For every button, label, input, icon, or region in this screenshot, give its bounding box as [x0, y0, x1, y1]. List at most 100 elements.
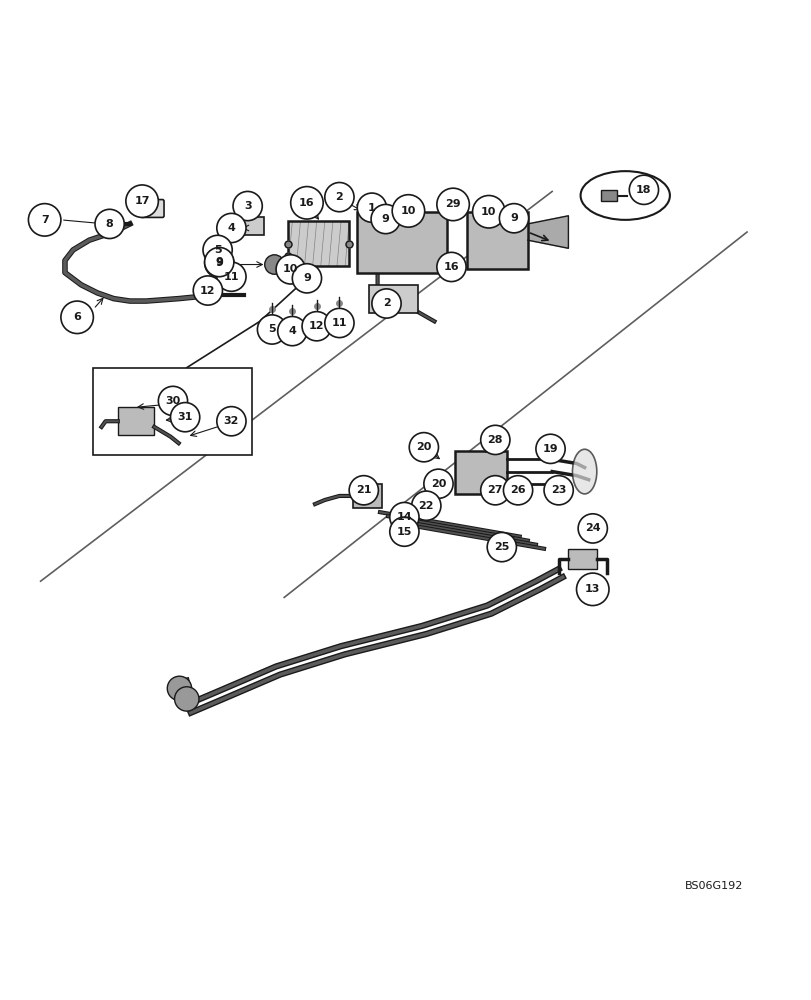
FancyBboxPatch shape: [118, 407, 154, 435]
Text: 28: 28: [487, 435, 503, 445]
Circle shape: [472, 196, 504, 228]
Text: 5: 5: [213, 245, 221, 255]
Text: 29: 29: [444, 199, 461, 209]
Circle shape: [174, 687, 199, 711]
Circle shape: [292, 264, 321, 293]
Text: 9: 9: [509, 213, 517, 223]
Text: 27: 27: [487, 485, 503, 495]
Circle shape: [204, 248, 234, 278]
FancyBboxPatch shape: [353, 484, 381, 508]
Text: 30: 30: [165, 396, 180, 406]
Ellipse shape: [572, 449, 596, 494]
Circle shape: [503, 476, 532, 505]
Circle shape: [217, 262, 246, 291]
Circle shape: [543, 476, 573, 505]
Circle shape: [324, 183, 354, 212]
Text: BS06G192: BS06G192: [684, 881, 743, 891]
Text: 4: 4: [227, 223, 235, 233]
Ellipse shape: [580, 171, 669, 220]
Circle shape: [158, 386, 187, 416]
Text: 15: 15: [397, 527, 411, 537]
Circle shape: [257, 315, 286, 344]
Circle shape: [409, 433, 438, 462]
Circle shape: [487, 532, 516, 562]
Circle shape: [28, 204, 61, 236]
FancyBboxPatch shape: [568, 549, 596, 569]
Text: 10: 10: [283, 264, 298, 274]
Circle shape: [389, 517, 418, 546]
Circle shape: [371, 204, 400, 234]
Text: 14: 14: [396, 512, 412, 522]
Circle shape: [167, 676, 191, 701]
Text: 3: 3: [243, 201, 251, 211]
Text: 31: 31: [178, 412, 192, 422]
Text: 17: 17: [134, 196, 150, 206]
Circle shape: [436, 188, 469, 221]
Text: 20: 20: [431, 479, 445, 489]
Circle shape: [126, 185, 158, 217]
Circle shape: [170, 403, 200, 432]
Circle shape: [423, 469, 453, 498]
Circle shape: [480, 425, 509, 455]
Circle shape: [324, 308, 354, 338]
Text: 25: 25: [494, 542, 508, 552]
Circle shape: [357, 193, 386, 222]
Text: 10: 10: [481, 207, 496, 217]
FancyBboxPatch shape: [288, 221, 349, 266]
Text: 16: 16: [443, 262, 459, 272]
Text: 4: 4: [288, 326, 296, 336]
Circle shape: [535, 434, 564, 463]
Text: 12: 12: [200, 286, 216, 296]
Circle shape: [264, 255, 284, 274]
FancyBboxPatch shape: [357, 212, 446, 273]
Text: 2: 2: [335, 192, 343, 202]
Text: 13: 13: [585, 584, 599, 594]
FancyBboxPatch shape: [454, 451, 507, 494]
Circle shape: [233, 191, 262, 221]
Text: 9: 9: [303, 273, 311, 283]
FancyBboxPatch shape: [600, 190, 616, 201]
Text: 6: 6: [73, 312, 81, 322]
Circle shape: [193, 276, 222, 305]
Text: 7: 7: [41, 215, 49, 225]
Circle shape: [217, 213, 246, 243]
FancyBboxPatch shape: [466, 212, 527, 269]
Text: 19: 19: [542, 444, 558, 454]
Circle shape: [95, 209, 124, 239]
Circle shape: [577, 514, 607, 543]
Text: 1: 1: [367, 203, 375, 213]
Text: 16: 16: [298, 198, 315, 208]
Text: 12: 12: [308, 321, 324, 331]
FancyBboxPatch shape: [243, 217, 264, 235]
Circle shape: [436, 252, 466, 282]
Text: 11: 11: [331, 318, 347, 328]
Text: 24: 24: [584, 523, 600, 533]
Text: 2: 2: [382, 298, 390, 308]
Circle shape: [371, 289, 401, 318]
Circle shape: [411, 491, 440, 520]
Circle shape: [290, 187, 323, 219]
Circle shape: [277, 316, 307, 346]
Circle shape: [576, 573, 608, 606]
Circle shape: [392, 195, 424, 227]
Circle shape: [349, 476, 378, 505]
Circle shape: [276, 255, 305, 284]
FancyBboxPatch shape: [93, 368, 251, 455]
FancyBboxPatch shape: [140, 200, 164, 217]
Text: 23: 23: [551, 485, 565, 495]
Circle shape: [203, 235, 232, 265]
Text: 9: 9: [215, 258, 223, 268]
Circle shape: [302, 312, 331, 341]
Text: 5: 5: [268, 324, 276, 334]
Circle shape: [629, 175, 658, 204]
Text: 32: 32: [224, 416, 238, 426]
Circle shape: [499, 204, 528, 233]
Polygon shape: [527, 216, 568, 248]
Text: 22: 22: [418, 501, 434, 511]
Text: 10: 10: [401, 206, 415, 216]
Text: 11: 11: [223, 272, 239, 282]
Text: 20: 20: [416, 442, 431, 452]
Text: 18: 18: [635, 185, 651, 195]
Text: 8: 8: [105, 219, 114, 229]
FancyBboxPatch shape: [369, 285, 418, 313]
